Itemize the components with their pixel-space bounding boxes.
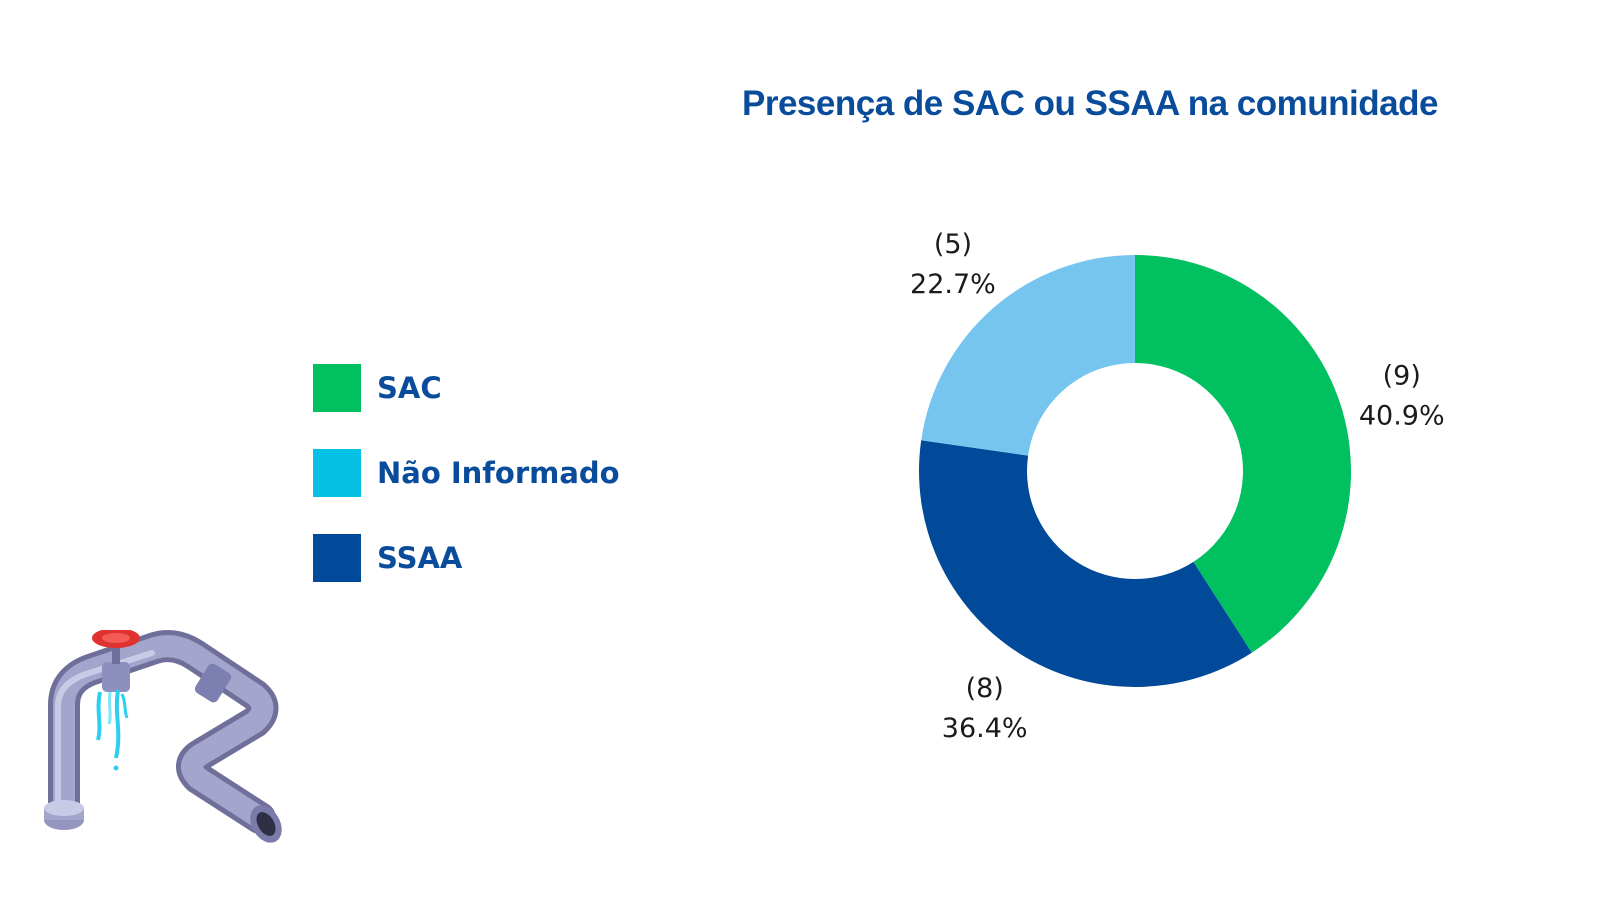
slice-percent-label-ssaa: 36.4%: [942, 713, 1028, 744]
legend-item-ssaa: SSAA: [313, 534, 462, 582]
legend-item-sac: SAC: [313, 364, 442, 412]
slice-sac: [1135, 255, 1352, 653]
chart-title: Presença de SAC ou SSAA na comunidade: [742, 84, 1438, 123]
legend-label-nao-informado: Não Informado: [377, 456, 620, 490]
slice-ssaa: [919, 440, 1252, 687]
legend-swatch-nao-informado: [313, 449, 361, 497]
slice-percent-label-nao-informado: 22.7%: [910, 269, 996, 300]
slice-count-label-nao-informado: (5): [934, 229, 972, 260]
legend-swatch-ssaa: [313, 534, 361, 582]
legend-label-ssaa: SSAA: [377, 541, 463, 575]
slice-percent-label-sac: 40.9%: [1359, 401, 1445, 432]
slice-count-label-sac: (9): [1383, 361, 1421, 392]
slice-count-label-ssaa: (8): [966, 673, 1004, 704]
slice-nao-informado: [921, 255, 1135, 456]
legend-label-sac: SAC: [377, 371, 442, 405]
leaking-pipe-icon: [44, 630, 282, 843]
legend-item-nao-informado: Não Informado: [313, 449, 620, 497]
legend-swatch-sac: [313, 364, 361, 412]
